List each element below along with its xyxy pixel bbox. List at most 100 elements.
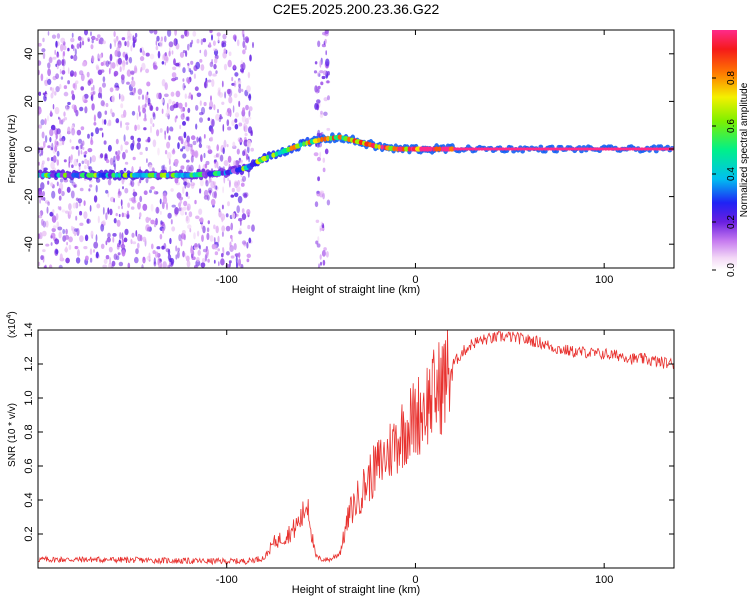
heatmap-noise-cell	[182, 186, 185, 195]
heatmap-noise-cell	[243, 193, 248, 199]
heatmap-noise-cell	[71, 127, 76, 136]
heatmap-noise-cell	[97, 34, 101, 39]
heatmap-noise-cell	[190, 135, 196, 141]
heatmap-noise-cell	[238, 217, 243, 222]
heatmap-noise-cell	[116, 154, 120, 161]
heatmap-noise-cell	[244, 45, 247, 51]
heatmap-noise-cell	[95, 251, 99, 259]
heatmap-noise-cell	[119, 232, 122, 240]
heatmap-noise-cell	[166, 108, 170, 117]
heatmap-noise-cell	[113, 218, 117, 224]
heatmap-noise-cell	[57, 226, 63, 231]
heatmap-noise-cell	[62, 50, 66, 57]
heatmap-noise-cell	[177, 251, 180, 259]
heatmap-noise-cell	[45, 93, 48, 98]
heatmap-ridge-cell	[549, 147, 554, 151]
heatmap-noise-cell	[55, 73, 59, 80]
heatmap-noise-cell	[167, 152, 172, 160]
heatmap-noise-cell	[227, 59, 232, 68]
heatmap-noise-cell	[247, 116, 252, 120]
heatmap-noise-cell	[231, 119, 235, 126]
heatmap-noise-cell	[73, 54, 78, 62]
heatmap-noise-cell	[175, 245, 178, 252]
heatmap-noise-cell	[45, 243, 50, 247]
heatmap-ridge-cell	[74, 172, 81, 178]
heatmap-ridge-cell	[165, 172, 170, 178]
heatmap-noise-cell	[120, 94, 125, 102]
heatmap-noise-cell	[164, 132, 167, 140]
heatmap-noise-cell	[237, 195, 243, 204]
heatmap-ridge-cell	[294, 143, 301, 149]
heatmap-noise-cell	[136, 112, 139, 121]
heatmap-noise-cell	[318, 263, 321, 268]
heatmap-noise-cell	[230, 222, 233, 231]
heatmap-noise-cell	[165, 55, 169, 64]
heatmap-noise-cell	[207, 258, 210, 263]
heatmap-noise-cell	[203, 49, 208, 57]
heatmap-noise-cell	[180, 148, 184, 152]
heatmap-noise-cell	[185, 116, 189, 121]
heatmap-noise-cell	[326, 127, 331, 131]
heatmap-noise-cell	[62, 228, 66, 235]
heatmap-noise-cell	[41, 48, 46, 53]
heatmap-ridge-cell	[220, 170, 224, 176]
heatmap-noise-cell	[218, 92, 224, 98]
heatmap-noise-cell	[203, 134, 206, 139]
heatmap-noise-cell	[117, 193, 121, 198]
heatmap-noise-cell	[47, 31, 50, 36]
heatmap-noise-cell	[325, 50, 328, 56]
heatmap-noise-cell	[155, 217, 158, 226]
figure-title: C2E5.2025.200.23.36.G22	[273, 1, 440, 17]
heatmap-noise-cell	[221, 225, 226, 232]
heatmap-ridge-cell	[434, 146, 439, 152]
heatmap-noise-cell	[124, 228, 129, 236]
heatmap-noise-cell	[131, 110, 136, 116]
heatmap-noise-cell	[236, 39, 240, 47]
heatmap-noise-cell	[211, 34, 213, 41]
heatmap-noise-cell	[99, 127, 103, 131]
heatmap-noise-cell	[38, 146, 41, 154]
heatmap-noise-cell	[208, 106, 212, 110]
heatmap-noise-cell	[161, 98, 164, 103]
heatmap-noise-cell	[241, 175, 247, 182]
heatmap-noise-cell	[187, 78, 190, 85]
heatmap-noise-cell	[120, 144, 123, 152]
heatmap-noise-cell	[56, 141, 59, 147]
heatmap-noise-cell	[209, 30, 213, 34]
heatmap-noise-cell	[60, 187, 63, 195]
heatmap-noise-cell	[100, 100, 105, 107]
heatmap-ridge-cell	[320, 136, 324, 142]
heatmap-noise-cell	[168, 41, 174, 48]
heatmap-noise-cell	[95, 184, 98, 193]
heatmap-noise-cell	[206, 80, 209, 84]
heatmap-noise-cell	[166, 102, 169, 110]
heatmap-noise-cell	[139, 212, 142, 218]
heatmap-noise-cell	[59, 133, 62, 140]
heatmap-noise-cell	[182, 67, 186, 74]
heatmap-ridge-cell	[555, 147, 560, 151]
heatmap-noise-cell	[42, 190, 45, 197]
heatmap-noise-cell	[182, 50, 186, 54]
heatmap-noise-cell	[234, 72, 239, 77]
heatmap-noise-cell	[189, 164, 194, 172]
heatmap-noise-cell	[102, 40, 106, 45]
heatmap-noise-cell	[238, 252, 241, 258]
heatmap-noise-cell	[59, 178, 64, 183]
heatmap-noise-cell	[79, 106, 84, 112]
heatmap-noise-cell	[74, 183, 78, 188]
heatmap-noise-cell	[240, 59, 243, 66]
heatmap-noise-cell	[126, 210, 130, 216]
heatmap-noise-cell	[47, 62, 51, 69]
heatmap-noise-cell	[61, 59, 65, 65]
heatmap-noise-cell	[111, 112, 115, 118]
heatmap-noise-cell	[61, 138, 65, 146]
heatmap-noise-cell	[71, 32, 74, 38]
heatmap-noise-cell	[115, 87, 119, 91]
heatmap-noise-cell	[130, 206, 135, 210]
heatmap-ridge-cell	[437, 146, 442, 152]
heatmap-noise-cell	[140, 69, 142, 73]
heatmap-noise-cell	[202, 248, 208, 253]
snr-y-tick-label: 0.4	[23, 492, 35, 507]
heatmap-noise-cell	[123, 237, 128, 243]
